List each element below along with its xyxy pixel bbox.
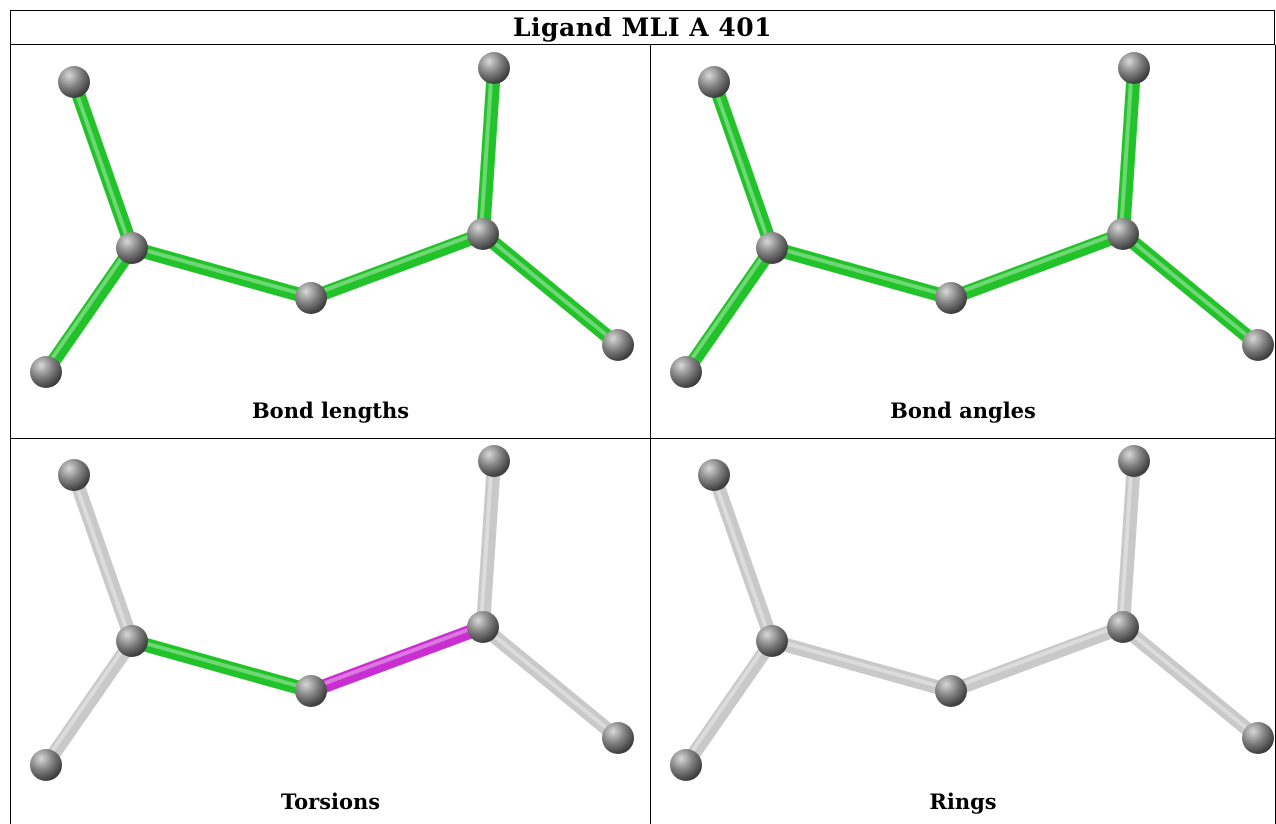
bond-3	[944, 620, 1130, 698]
molecule-rings	[670, 445, 1274, 781]
molecule-bond-angles	[670, 52, 1274, 388]
atom-4	[1107, 218, 1139, 250]
atom-2	[670, 749, 702, 781]
bond-5	[1116, 227, 1265, 352]
molecule-bond-lengths	[30, 52, 634, 388]
caption-rings: Rings	[929, 789, 997, 814]
panel-rings: Rings	[651, 439, 1275, 824]
bond-4	[476, 61, 501, 241]
atom-0	[58, 66, 90, 98]
bond-3	[944, 227, 1130, 305]
atom-5	[478, 445, 510, 477]
atom-3	[935, 675, 967, 707]
bond-1	[679, 634, 779, 772]
atom-5	[1118, 445, 1150, 477]
middle-divider	[10, 438, 1275, 439]
bond-2	[765, 634, 958, 698]
atom-4	[467, 611, 499, 643]
molecule-torsions	[30, 445, 634, 781]
bond-2	[125, 241, 318, 305]
atom-4	[467, 218, 499, 250]
panel-bond-angles: Bond angles	[651, 46, 1275, 438]
atom-1	[116, 232, 148, 264]
atom-3	[935, 282, 967, 314]
bond-1	[39, 241, 139, 379]
center-divider	[650, 45, 651, 824]
caption-bond-lengths: Bond lengths	[251, 398, 410, 423]
atom-1	[756, 232, 788, 264]
panel-torsions: Torsions	[11, 439, 650, 824]
bond-0	[67, 75, 139, 255]
left-border	[10, 45, 11, 824]
atom-5	[1118, 52, 1150, 84]
atom-5	[478, 52, 510, 84]
atom-6	[602, 329, 634, 361]
atom-1	[756, 625, 788, 657]
bond-3	[304, 227, 490, 305]
bond-0	[707, 468, 779, 648]
bond-1	[39, 634, 139, 772]
figure-title: Ligand MLI A 401	[10, 10, 1275, 45]
atom-0	[698, 66, 730, 98]
atom-6	[602, 722, 634, 754]
bond-0	[707, 75, 779, 255]
caption-torsions: Torsions	[280, 789, 381, 814]
atom-2	[670, 356, 702, 388]
bond-5	[1116, 620, 1265, 745]
bond-4	[1116, 61, 1141, 241]
bond-3	[304, 620, 490, 698]
bond-5	[476, 620, 625, 745]
atom-0	[58, 459, 90, 491]
bond-1	[679, 241, 779, 379]
bond-4	[476, 454, 501, 634]
atom-3	[295, 675, 327, 707]
atom-2	[30, 749, 62, 781]
caption-bond-angles: Bond angles	[890, 398, 1036, 423]
atom-3	[295, 282, 327, 314]
bond-0	[67, 468, 139, 648]
atom-1	[116, 625, 148, 657]
bond-2	[765, 241, 958, 305]
bond-4	[1116, 454, 1141, 634]
atom-6	[1242, 722, 1274, 754]
panel-bond-lengths: Bond lengths	[11, 46, 650, 438]
atom-4	[1107, 611, 1139, 643]
bond-5	[476, 227, 625, 352]
atom-2	[30, 356, 62, 388]
bond-2	[125, 634, 318, 698]
atom-6	[1242, 329, 1274, 361]
atom-0	[698, 459, 730, 491]
